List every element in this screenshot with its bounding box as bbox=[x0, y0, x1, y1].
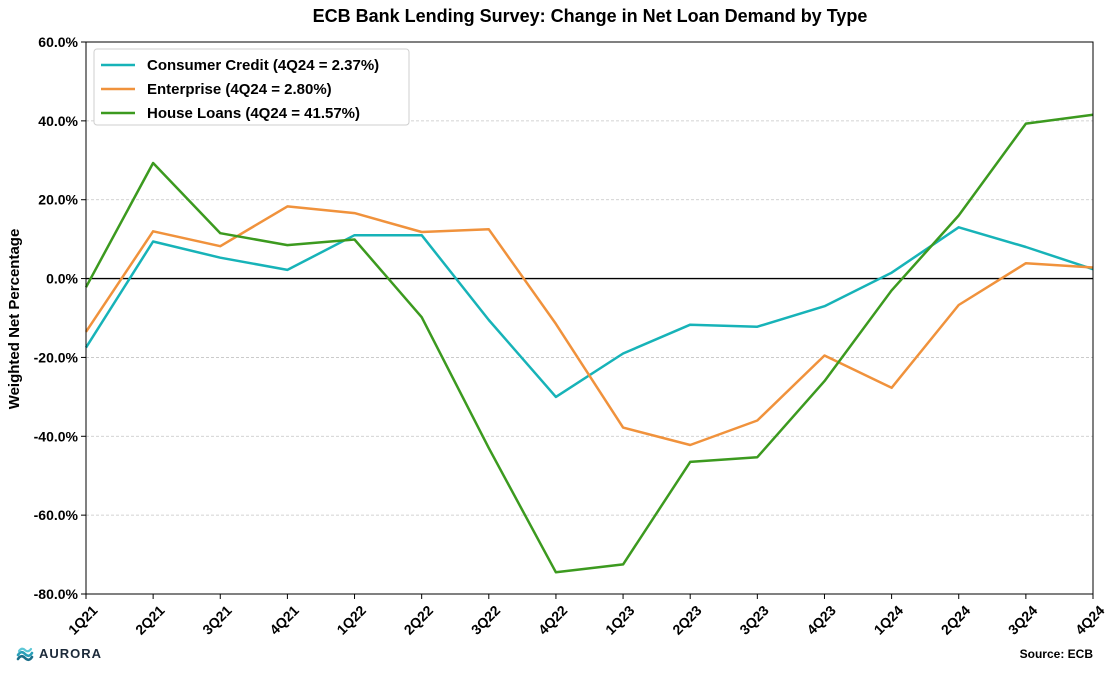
series-line-1 bbox=[84, 205, 1094, 447]
brand-name: AURORA bbox=[39, 645, 103, 661]
x-tick-label: 2Q24 bbox=[938, 602, 974, 638]
y-tick-label: -20.0% bbox=[34, 349, 79, 365]
x-axis-ticks: 1Q21 2Q21 3Q21 4Q21 1Q22 2Q22 3Q22 4Q22 1Q23 2Q23… bbox=[65, 594, 1108, 638]
y-tick-label: -80.0% bbox=[34, 586, 79, 602]
gridlines bbox=[86, 120, 1093, 516]
y-axis-label: Weighted Net Percentage bbox=[6, 229, 23, 410]
source-note: Source: ECB bbox=[1019, 647, 1093, 661]
brand-logo: AURORA bbox=[16, 644, 102, 662]
y-tick-label: 60.0% bbox=[38, 34, 78, 50]
x-tick-label: 2Q22 bbox=[401, 602, 437, 638]
x-tick-label: 4Q23 bbox=[803, 602, 839, 638]
x-tick-label: 1Q24 bbox=[871, 602, 907, 638]
x-tick-label: 3Q22 bbox=[468, 602, 504, 638]
x-tick-label: 3Q21 bbox=[199, 602, 235, 638]
x-tick-label: 3Q24 bbox=[1005, 602, 1041, 638]
x-tick-label: 2Q23 bbox=[669, 602, 705, 638]
x-tick-label: 3Q23 bbox=[736, 602, 772, 638]
legend: Consumer Credit (4Q24 = 2.37%) Enterprise… bbox=[93, 48, 410, 126]
y-tick-label: 40.0% bbox=[38, 113, 78, 129]
x-tick-label: 1Q22 bbox=[333, 602, 369, 638]
legend-entry: House Loans (4Q24 = 41.57%) bbox=[147, 105, 360, 122]
y-tick-label: 20.0% bbox=[38, 192, 78, 208]
x-tick-label: 4Q22 bbox=[535, 602, 571, 638]
x-tick-label: 4Q24 bbox=[1072, 602, 1108, 638]
y-tick-label: -40.0% bbox=[34, 428, 79, 444]
aurora-wave-icon bbox=[16, 647, 34, 662]
y-tick-label: -60.0% bbox=[34, 507, 79, 523]
legend-box bbox=[93, 48, 410, 126]
plot-frame bbox=[85, 41, 1094, 595]
y-tick-label: 0.0% bbox=[46, 271, 78, 287]
series-line-0 bbox=[84, 226, 1094, 399]
x-tick-label: 2Q21 bbox=[132, 602, 168, 638]
series-lines bbox=[84, 113, 1094, 574]
x-tick-label: 1Q23 bbox=[602, 602, 638, 638]
x-tick-label: 1Q21 bbox=[65, 602, 101, 638]
x-tick-label: 4Q21 bbox=[266, 602, 302, 638]
y-axis-ticks: -80.0% -60.0% -40.0% -20.0% 0.0% 20.0% 40.0% 60… bbox=[34, 34, 86, 602]
chart-title: ECB Bank Lending Survey: Change in Net L… bbox=[313, 6, 868, 26]
legend-entry: Consumer Credit (4Q24 = 2.37%) bbox=[147, 57, 379, 74]
legend-entry: Enterprise (4Q24 = 2.80%) bbox=[147, 81, 332, 98]
series-line-2 bbox=[84, 113, 1094, 574]
